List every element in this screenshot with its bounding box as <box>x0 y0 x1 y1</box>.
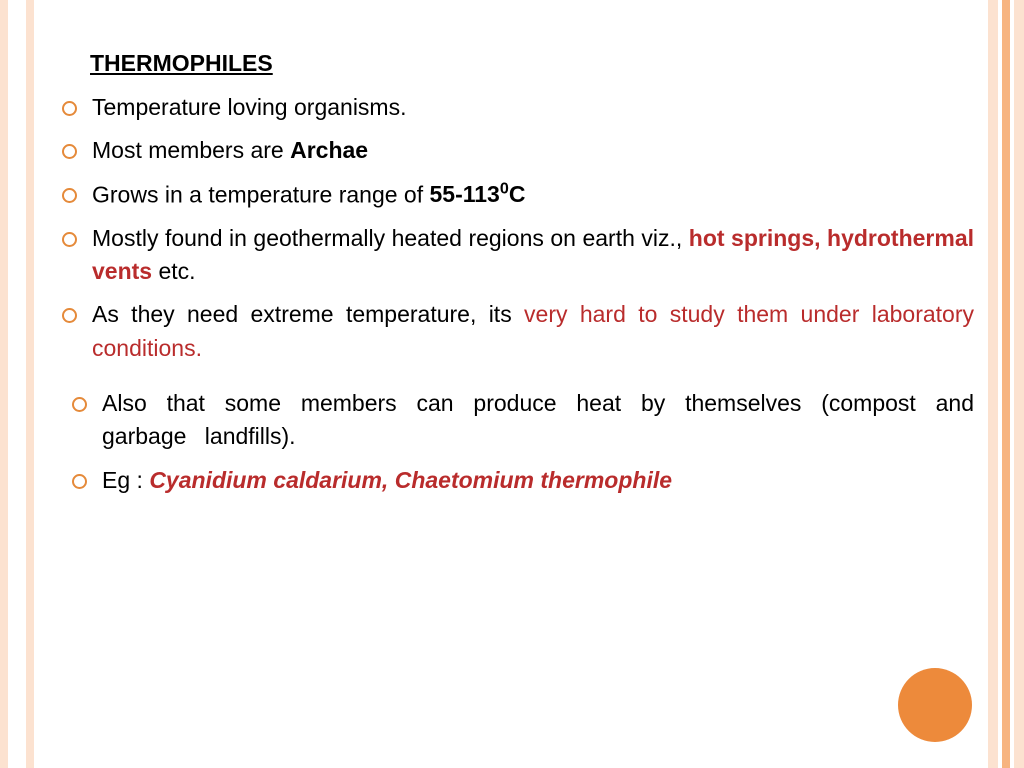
list-item: Temperature loving organisms. <box>60 91 974 124</box>
list-item: Most members are Archae <box>60 134 974 167</box>
border-stripe-right-mid <box>1002 0 1010 768</box>
bullet-text: Also that some members can produce heat … <box>102 390 974 449</box>
bullet-text: Most members are <box>92 137 290 163</box>
border-stripe-left-inner <box>26 0 34 768</box>
list-item: Also that some members can produce heat … <box>70 387 974 454</box>
bullet-list-secondary: Also that some members can produce heat … <box>60 387 974 497</box>
bullet-text: Temperature loving organisms. <box>92 94 406 120</box>
bullet-bold: 55-1130C <box>430 181 526 207</box>
border-stripe-left-outer <box>0 0 8 768</box>
decorative-circle-icon <box>898 668 972 742</box>
bullet-bold: Archae <box>290 137 368 163</box>
border-stripe-right-outer <box>1014 0 1024 768</box>
bullet-text: As they need extreme temperature, its <box>92 301 524 327</box>
bullet-text: Grows in a temperature range of <box>92 181 430 207</box>
bullet-list-main: Temperature loving organisms. Most membe… <box>60 91 974 365</box>
bullet-text: Mostly found in geothermally heated regi… <box>92 225 689 251</box>
list-item: Grows in a temperature range of 55-1130C <box>60 178 974 212</box>
list-item: As they need extreme temperature, its ve… <box>60 298 974 365</box>
slide-content: THERMOPHILES Temperature loving organism… <box>60 50 974 507</box>
bullet-text: etc. <box>152 258 195 284</box>
slide-title: THERMOPHILES <box>90 50 974 77</box>
border-stripe-right-inner <box>988 0 998 768</box>
bullet-highlight: Cyanidium caldarium, Chaetomium thermoph… <box>149 467 672 493</box>
bullet-text: Eg : <box>102 467 149 493</box>
list-item: Eg : Cyanidium caldarium, Chaetomium the… <box>70 464 974 497</box>
list-item: Mostly found in geothermally heated regi… <box>60 222 974 289</box>
